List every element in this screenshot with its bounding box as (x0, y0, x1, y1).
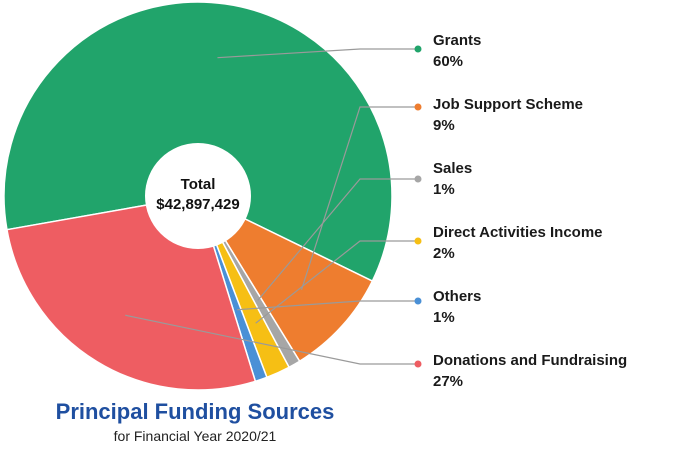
legend-entry-job-support-scheme: Job Support Scheme 9% (433, 94, 583, 136)
leader-line-grants (217, 48, 418, 59)
legend-percent: 60% (433, 53, 464, 70)
legend-name: Sales (433, 160, 473, 177)
legend-marker-sales (414, 175, 422, 183)
legend-entry-direct-activities-income: Direct Activities Income 2% (433, 222, 603, 264)
legend-percent: 9% (433, 117, 455, 134)
legend-name: Donations and Fundraising (433, 352, 628, 369)
legend-name: Others (433, 288, 482, 305)
legend-percent: 1% (433, 309, 455, 326)
pie-slice-grants (3, 1, 393, 283)
legend-name: Job Support Scheme (433, 96, 584, 113)
legend-entry-others: Others 1% (433, 286, 481, 328)
leader-line-sales (257, 178, 418, 301)
legend-percent: 27% (433, 373, 464, 390)
legend-entry-grants: Grants 60% (433, 30, 481, 72)
legend-marker-others (414, 297, 422, 305)
legend-entry-sales: Sales 1% (433, 158, 472, 200)
chart-subtitle: for Financial Year 2020/21 (113, 428, 277, 444)
legend-percent: 2% (433, 245, 455, 262)
legend-name: Direct Activities Income (433, 224, 603, 241)
legend-entry-donations-and-fundraising: Donations and Fundraising 27% (433, 350, 627, 392)
chart-title: Principal Funding Sources (55, 399, 335, 424)
legend-percent: 1% (433, 181, 455, 198)
leader-line-direct-activities-income (255, 240, 418, 324)
legend-marker-direct-activities-income (414, 237, 422, 245)
legend-marker-grants (414, 45, 422, 53)
legend-marker-donations-and-fundraising (414, 360, 422, 368)
legend-marker-job-support-scheme (414, 103, 422, 111)
center-hole (145, 143, 251, 249)
leader-lines (125, 45, 422, 368)
leader-line-donations-and-fundraising (125, 314, 418, 365)
leader-line-others (237, 300, 418, 311)
legend-name: Grants (433, 32, 482, 49)
center-total: $42,897,429 (156, 196, 239, 213)
center-label: Total (181, 176, 216, 193)
pie-slice-job-support-scheme (196, 194, 374, 363)
leader-line-job-support-scheme (300, 106, 418, 291)
